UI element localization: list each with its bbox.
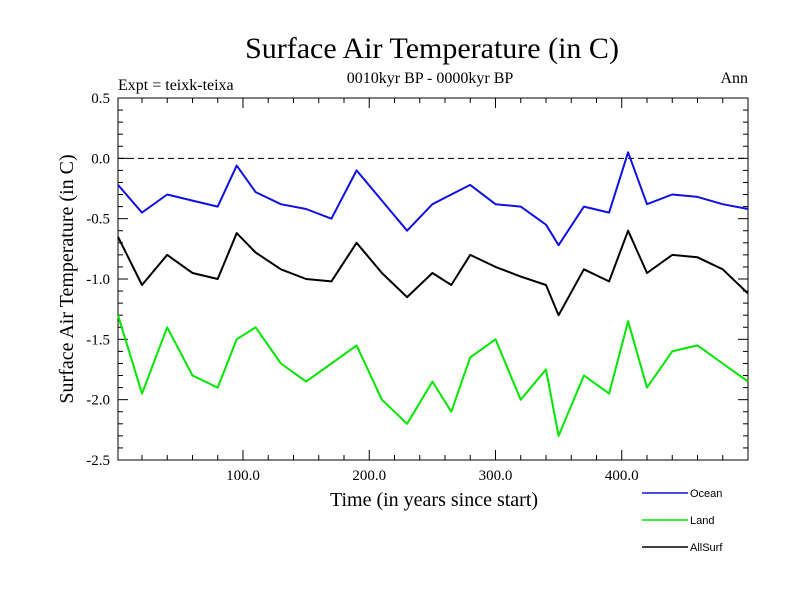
- y-tick-label: -1.5: [86, 332, 110, 348]
- experiment-label: Expt = teixk-teixa: [118, 77, 234, 94]
- legend-label-ocean: Ocean: [690, 488, 722, 500]
- x-axis-label: Time (in years since start): [330, 489, 538, 511]
- legend-label-allsurf: AllSurf: [690, 542, 723, 554]
- x-tick-label: 400.0: [605, 468, 639, 484]
- series-line-ocean: [117, 151, 749, 247]
- series-line-allsurf: [117, 229, 749, 317]
- legend: Ocean Land AllSurf: [642, 488, 723, 554]
- x-tick-label: 200.0: [352, 468, 386, 484]
- series-line-land: [117, 314, 749, 437]
- legend-label-land: Land: [690, 515, 714, 527]
- y-tick-label: 0.5: [91, 91, 110, 107]
- season-label: Ann: [720, 70, 748, 87]
- y-axis-label: Surface Air Temperature (in C): [56, 154, 78, 403]
- y-tick-label: -1.0: [86, 272, 110, 288]
- y-tick-label: -0.5: [86, 212, 110, 228]
- chart-title: Surface Air Temperature (in C): [245, 32, 619, 65]
- y-tick-label: 0.0: [91, 151, 110, 167]
- y-tick-label: -2.5: [86, 453, 110, 469]
- plot-area: 100.0 200.0 300.0 400.0 0.5 0.0 -0.5 -1.0 -1.5 -2…: [86, 91, 749, 484]
- y-tick-label: -2.0: [86, 393, 110, 409]
- x-tick-label: 300.0: [479, 468, 513, 484]
- x-tick-label: 100.0: [226, 468, 260, 484]
- period-label: 0010kyr BP - 0000kyr BP: [347, 70, 514, 87]
